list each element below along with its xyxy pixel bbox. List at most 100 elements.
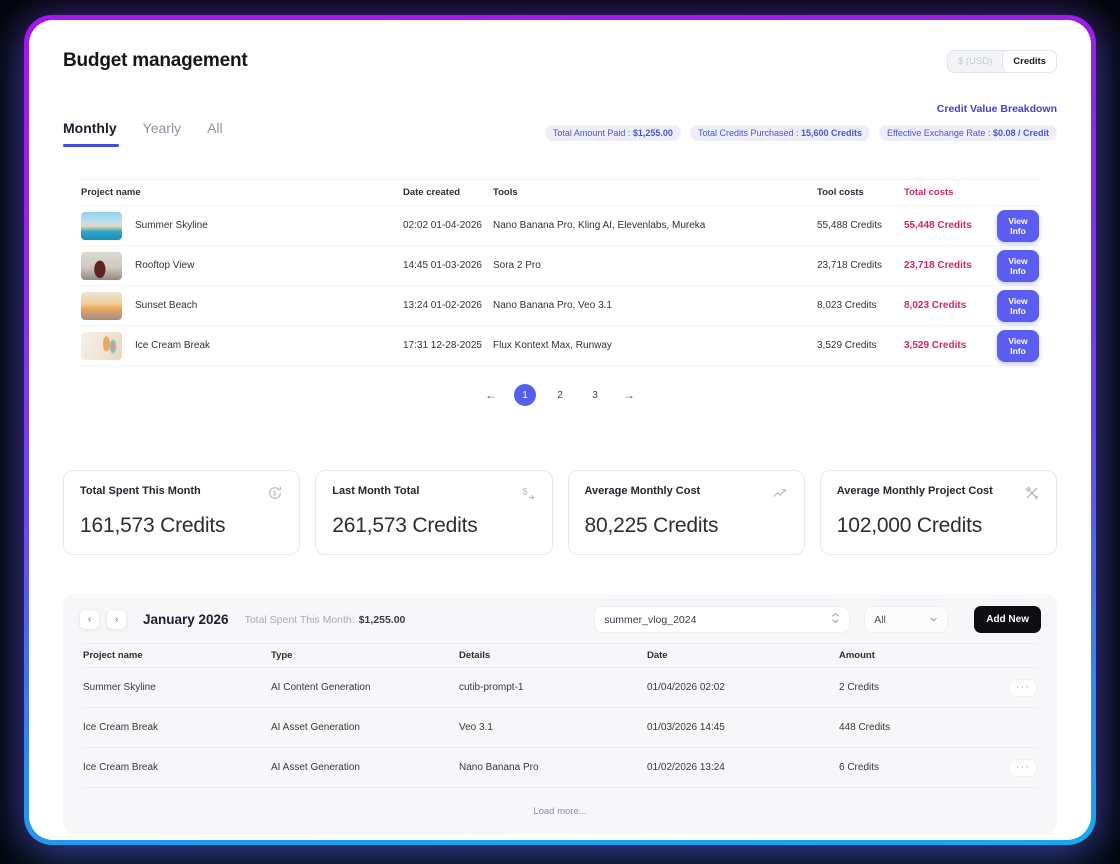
column-date-created: Date created [403, 187, 461, 198]
dollar-transfer-icon: $ [520, 485, 536, 501]
date-created: 02:02 01-04-2026 [403, 220, 482, 231]
svg-text:$: $ [522, 487, 527, 497]
current-month-label: January 2026 [143, 612, 229, 627]
project-thumbnail [81, 291, 122, 320]
column-tools: Tools [493, 187, 518, 198]
total-amount-paid-badge: Total Amount Paid : $1,255.00 [544, 125, 681, 141]
page-button-3[interactable]: 3 [592, 389, 598, 401]
budget-management-panel: Budget management $ (USD) Credits Monthl… [29, 20, 1091, 840]
usd-toggle-button[interactable]: $ (USD) [947, 51, 1003, 72]
credits-toggle-button[interactable]: Credits [1002, 51, 1056, 72]
tab-all[interactable]: All [207, 120, 223, 136]
total-costs: 3,529 Credits [904, 340, 967, 351]
table-row: Sunset Beach 13:24 01-02-2026 Nano Banan… [81, 286, 1039, 326]
stat-value: 80,225 Credits [584, 514, 719, 537]
transaction-type: AI Content Generation [271, 682, 371, 693]
tools-list: Sora 2 Pro [493, 260, 541, 271]
page-title: Budget management [63, 50, 248, 71]
tools-list: Nano Banana Pro, Veo 3.1 [493, 300, 612, 311]
project-select[interactable]: summer_vlog_2024 [594, 606, 851, 633]
table-row: Rooftop View 14:45 01-03-2026 Sora 2 Pro… [81, 246, 1039, 286]
svg-text:$: $ [273, 491, 277, 498]
stat-card-average-monthly: Average Monthly Cost 80,225 Credits [567, 470, 805, 555]
next-month-button[interactable]: › [106, 609, 127, 630]
table-row: Ice Cream Break 17:31 12-28-2025 Flux Ko… [81, 326, 1039, 366]
date-created: 17:31 12-28-2025 [403, 340, 482, 351]
view-info-button[interactable]: View Info [997, 249, 1039, 282]
tool-costs: 23,718 Credits [817, 260, 883, 271]
page-button-1[interactable]: 1 [514, 384, 536, 406]
transaction-date: 01/03/2026 14:45 [647, 722, 725, 733]
tool-costs: 3,529 Credits [817, 340, 877, 351]
tab-monthly[interactable]: Monthly [63, 120, 119, 147]
tools-icon [1024, 485, 1040, 501]
stat-value: 102,000 Credits [836, 514, 983, 537]
trend-icon [772, 485, 788, 501]
project-name: Rooftop View [135, 260, 195, 271]
project-name: Summer Skyline [83, 682, 156, 693]
stat-card-average-project-cost: Average Monthly Project Cost 102,000 Cre… [819, 470, 1057, 555]
refresh-dollar-icon: $ [267, 485, 283, 501]
previous-month-button[interactable]: ‹ [79, 609, 100, 630]
project-name: Ice Cream Break [83, 722, 159, 733]
view-info-button[interactable]: View Info [997, 209, 1039, 242]
column-type: Type [271, 650, 293, 661]
month-spent-summary: Total Spent This Month: $1,255.00 [244, 613, 406, 626]
project-thumbnail [81, 211, 122, 240]
view-info-button[interactable]: View Info [997, 289, 1039, 322]
stat-title: Total Spent This Month [80, 485, 201, 497]
transaction-details: Veo 3.1 [459, 722, 493, 733]
total-credits-purchased-badge: Total Credits Purchased : 15,600 Credits [689, 125, 871, 141]
table-row: Ice Cream Break AI Asset Generation Nano… [83, 748, 1037, 788]
project-name: Sunset Beach [135, 300, 198, 311]
monthly-transactions-section: ‹ › January 2026 Total Spent This Month:… [63, 594, 1057, 835]
currency-toggle: $ (USD) Credits [946, 50, 1057, 73]
updown-chevron-icon [831, 612, 840, 627]
row-menu-icon[interactable]: ··· [1009, 758, 1037, 777]
project-thumbnail [81, 331, 122, 360]
load-more-link[interactable]: Load more... [533, 806, 587, 817]
transaction-details: Nano Banana Pro [459, 762, 539, 773]
table-row: Summer Skyline AI Content Generation cut… [83, 668, 1037, 708]
neon-gradient-frame: Budget management $ (USD) Credits Monthl… [24, 15, 1096, 845]
transaction-date: 01/02/2026 13:24 [647, 762, 725, 773]
projects-table-header: Project name Date created Tools Tool cos… [81, 179, 1039, 206]
add-new-button[interactable]: Add New [974, 606, 1041, 633]
date-created: 14:45 01-03-2026 [403, 260, 482, 271]
stat-title: Last Month Total [332, 485, 420, 497]
period-tabs: Monthly Yearly All [63, 120, 223, 147]
project-name: Summer Skyline [135, 220, 208, 231]
column-project-name: Project name [81, 187, 141, 198]
row-menu-icon[interactable]: ··· [1009, 678, 1037, 697]
stat-value: 261,573 Credits [332, 514, 478, 537]
chevron-down-icon [929, 614, 938, 626]
page-button-2[interactable]: 2 [557, 389, 563, 401]
credit-value-breakdown: Credit Value Breakdown Total Amount Paid… [544, 99, 1057, 147]
column-amount: Amount [839, 650, 875, 661]
transaction-type: AI Asset Generation [271, 762, 360, 773]
column-total-costs: Total costs [904, 187, 954, 198]
tab-yearly[interactable]: Yearly [142, 120, 182, 136]
view-info-button[interactable]: View Info [997, 329, 1039, 362]
effective-exchange-rate-badge: Effective Exchange Rate : $0.08 / Credit [879, 125, 1057, 141]
credit-value-breakdown-link[interactable]: Credit Value Breakdown [936, 103, 1057, 115]
date-created: 13:24 01-02-2026 [403, 300, 482, 311]
column-details: Details [459, 650, 491, 661]
transaction-date: 01/04/2026 02:02 [647, 682, 725, 693]
tools-list: Nano Banana Pro, Kling AI, Elevenlabs, M… [493, 220, 706, 231]
transaction-type: AI Asset Generation [271, 722, 360, 733]
total-costs: 23,718 Credits [904, 260, 972, 271]
projects-table: Project name Date created Tools Tool cos… [63, 179, 1057, 366]
filter-select[interactable]: All [864, 606, 949, 633]
tools-list: Flux Kontext Max, Runway [493, 340, 612, 351]
next-page-arrow-icon[interactable]: → [623, 388, 635, 402]
previous-page-arrow-icon[interactable]: ← [485, 388, 497, 402]
total-costs: 8,023 Credits [904, 300, 967, 311]
pagination: ← 1 2 3 → [63, 384, 1057, 406]
transactions-table-header: Project name Type Details Date Amount [83, 643, 1037, 668]
stat-card-total-spent: Total Spent This Month $ 161,573 Credits [63, 470, 301, 555]
stat-title: Average Monthly Project Cost [836, 485, 993, 497]
stat-title: Average Monthly Cost [584, 485, 701, 497]
column-project-name: Project name [83, 650, 143, 661]
transaction-details: cutib-prompt-1 [459, 682, 524, 693]
